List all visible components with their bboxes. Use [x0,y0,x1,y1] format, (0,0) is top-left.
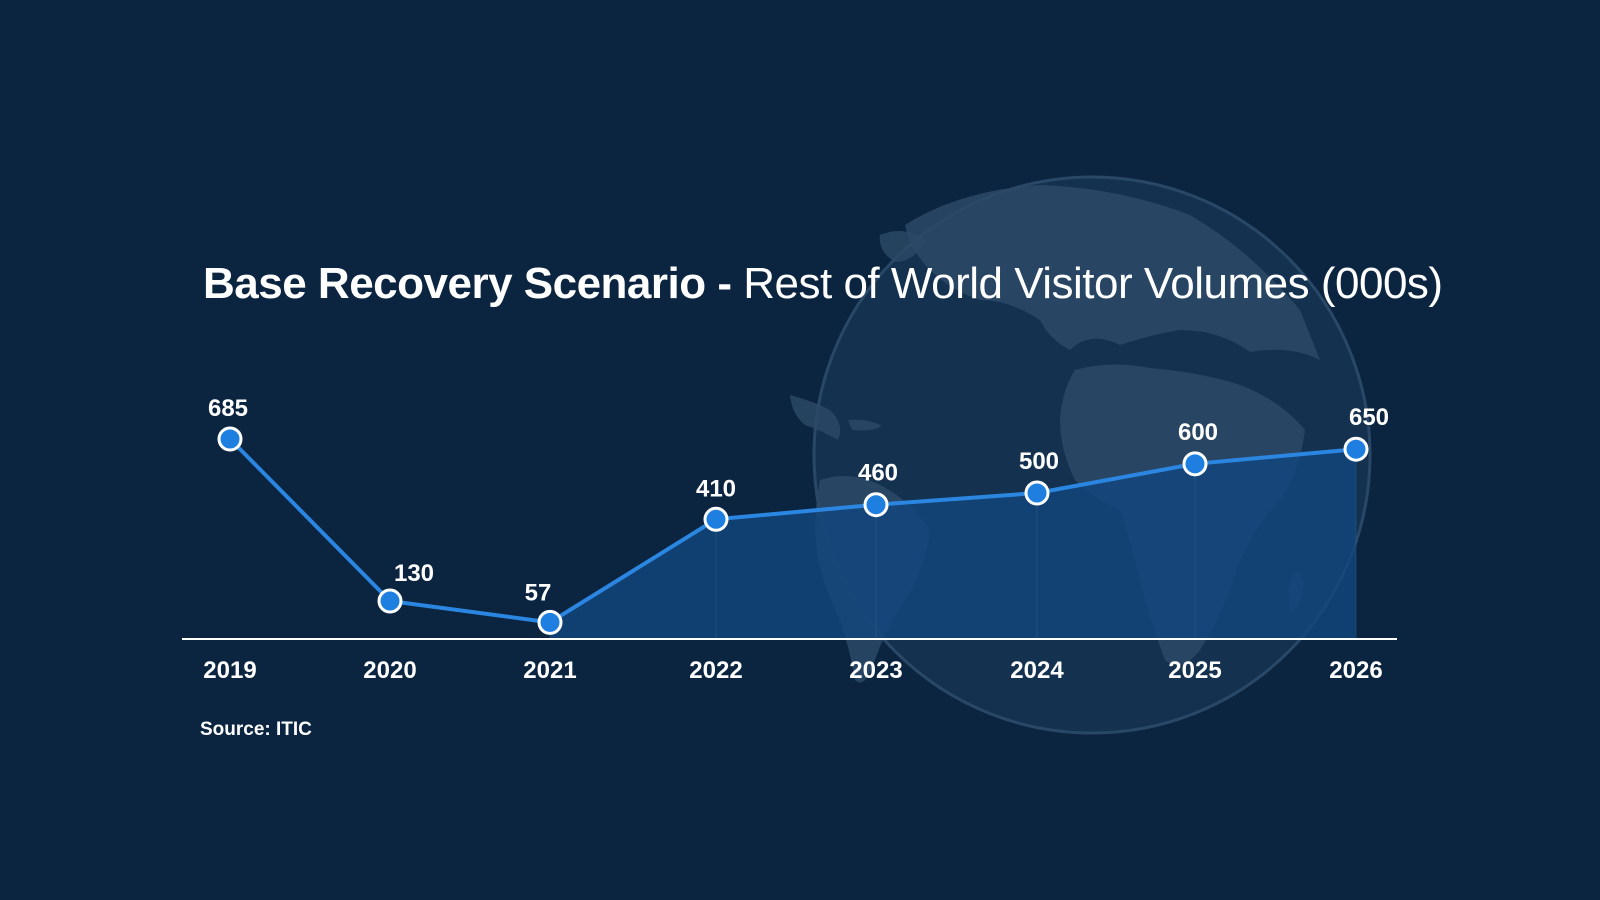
x-tick-label-2025: 2025 [1168,657,1221,684]
x-tick-label-2026: 2026 [1329,657,1382,684]
x-tick-label-2019: 2019 [203,657,256,684]
data-label-2026: 650 [1349,404,1389,431]
data-point-2021 [537,609,563,635]
chart-title-bold: Base Recovery Scenario - [203,259,732,308]
series-line [228,437,1357,625]
data-label-2020: 130 [394,560,434,587]
data-point-2024 [1024,480,1050,506]
data-point-2023 [863,492,889,518]
data-label-2024: 500 [1019,448,1059,475]
area-fill [550,449,1356,639]
chart-title: Base Recovery Scenario - Rest of World V… [203,258,1443,310]
data-label-2025: 600 [1178,419,1218,446]
x-tick-label-2020: 2020 [363,657,416,684]
data-label-2023: 460 [858,460,898,487]
data-label-2021: 57 [525,579,552,606]
data-point-2019 [217,426,243,452]
data-point-2020 [377,588,403,614]
data-point-2026 [1343,436,1369,462]
data-point-2022 [703,506,729,532]
x-tick-label-2021: 2021 [523,657,576,684]
data-label-2019: 685 [208,395,248,422]
chart-title-light: Rest of World Visitor Volumes (000s) [743,259,1443,308]
data-point-2025 [1182,451,1208,477]
data-label-2022: 410 [696,475,736,502]
x-tick-label-2024: 2024 [1010,657,1064,684]
x-tick-label-2022: 2022 [689,657,742,684]
x-tick-label-2023: 2023 [849,657,902,684]
source-note: Source: ITIC [200,719,312,740]
